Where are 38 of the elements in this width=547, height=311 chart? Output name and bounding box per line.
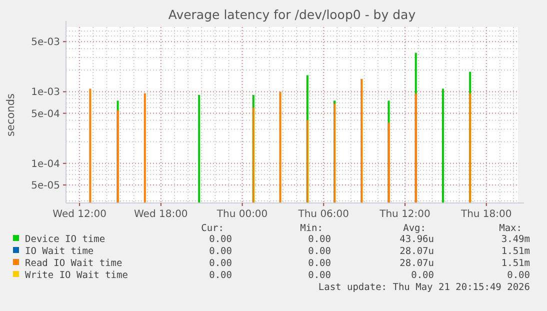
text: Min: [300, 223, 323, 234]
legend-label: Device IO time [25, 234, 106, 245]
text: 3.49m [501, 234, 530, 245]
text: Avg: [403, 223, 426, 234]
y-tick-label: 1e-03 [31, 87, 60, 98]
x-tick-label: Thu 00:00 [216, 209, 268, 220]
text: 28.07u [400, 246, 434, 257]
x-tick-label: Thu 18:00 [460, 209, 512, 220]
y-tick-label: 5e-04 [31, 108, 60, 120]
text: 1.51m [501, 246, 530, 257]
chart-title: Average latency for /dev/loop0 - by day [168, 7, 416, 22]
y-tick-label: 5e-05 [31, 180, 60, 192]
y-axis-title: seconds [5, 94, 17, 136]
x-tick-label: Thu 06:00 [297, 209, 350, 220]
text: Max: [499, 223, 522, 234]
y-tick-label: 5e-03 [31, 37, 60, 48]
text: 0.00 [209, 258, 232, 269]
text: 0.00 [209, 270, 232, 281]
legend-label: IO Wait time [25, 246, 94, 257]
text: 0.00 [209, 234, 232, 245]
text: 0.00 [411, 270, 434, 281]
legend-label: Read IO Wait time [25, 258, 123, 269]
text: 0.00 [209, 246, 232, 257]
text: Last update: Thu May 21 20:15:49 2026 [318, 282, 530, 293]
text: 0.00 [308, 234, 332, 245]
text: 0.00 [308, 270, 332, 281]
x-tick-label: Thu 12:00 [378, 209, 430, 220]
y-tick-label: 1e-04 [31, 158, 60, 170]
text: Cur: [201, 223, 224, 234]
text: 0.00 [507, 270, 530, 281]
x-tick-label: Wed 12:00 [52, 209, 106, 220]
x-tick-label: Wed 18:00 [134, 209, 188, 220]
text: 0.00 [308, 246, 332, 257]
text: 1.51m [501, 258, 530, 269]
text: 43.96u [400, 234, 434, 245]
text: 28.07u [400, 258, 434, 269]
text: 0.00 [308, 258, 332, 269]
legend-label: Write IO Wait time [25, 270, 128, 281]
